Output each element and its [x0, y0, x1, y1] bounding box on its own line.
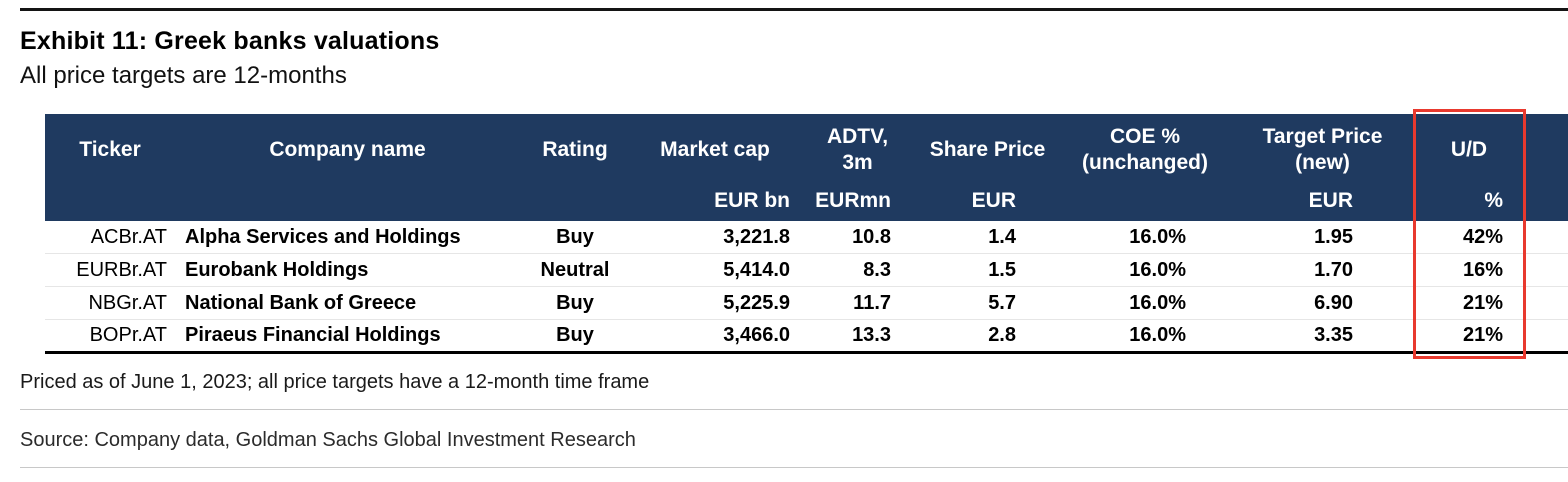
col-unit: EUR [971, 188, 1016, 212]
col-header-ticker: Ticker [45, 113, 175, 221]
cell-adtv: 8.3 [863, 258, 891, 281]
cell-target-price: 1.70 [1314, 258, 1353, 281]
cell-ticker: NBGr.AT [88, 291, 167, 314]
cell-rating: Buy [556, 291, 594, 314]
col-label: ADTV, 3m [826, 125, 889, 175]
cell-upside: 21% [1462, 324, 1503, 347]
col-header-rating: Rating [520, 113, 630, 221]
cell-share-price: 1.5 [988, 258, 1016, 281]
cell-target-price: 1.95 [1314, 225, 1353, 248]
cell-company: Alpha Services and Holdings [185, 225, 461, 248]
cell-rating: Buy [556, 225, 594, 248]
cell-ticker: EURBr.AT [76, 258, 167, 281]
cell-cutoff [1523, 320, 1568, 353]
cell-coe: 16.0% [1129, 324, 1186, 347]
cell-cutoff [1523, 221, 1568, 254]
col-unit [520, 187, 630, 221]
cell-company: Piraeus Financial Holdings [185, 324, 441, 347]
cell-market-cap: 3,466.0 [723, 324, 790, 347]
cell-market-cap: 5,414.0 [723, 258, 790, 281]
col-unit [175, 187, 520, 221]
cell-coe: 16.0% [1129, 225, 1186, 248]
col-header-target-price: Target Price (new) EUR [1230, 113, 1415, 221]
col-header-market-cap: Market cap EUR bn [630, 113, 800, 221]
table-row: EURBr.AT Eurobank Holdings Neutral 5,414… [45, 254, 1568, 287]
col-header-coe: COE % (unchanged) [1060, 113, 1230, 221]
cell-company: National Bank of Greece [185, 291, 417, 314]
col-unit: EUR bn [714, 188, 790, 212]
valuations-table-grid: Ticker Company name Rating Market cap EUR… [45, 113, 1568, 355]
table-row: ACBr.AT Alpha Services and Holdings Buy … [45, 221, 1568, 254]
col-unit: EURmn [815, 188, 891, 212]
cell-rating: Neutral [540, 258, 610, 281]
col-label: U/D [1450, 138, 1488, 162]
footnote-divider [20, 409, 1568, 411]
cell-coe: 16.0% [1129, 258, 1186, 281]
cell-ticker: BOPr.AT [89, 324, 167, 347]
table-row: BOPr.AT Piraeus Financial Holdings Buy 3… [45, 320, 1568, 353]
col-label: Market cap [660, 138, 770, 162]
col-label: Share Price [929, 138, 1046, 162]
cell-cutoff [1523, 254, 1568, 287]
col-header-upside-downside: U/D% [1415, 113, 1523, 221]
col-label: Target Price (new) [1262, 125, 1383, 175]
col-unit [45, 187, 175, 221]
table-row: NBGr.AT National Bank of Greece Buy 5,22… [45, 287, 1568, 320]
pricing-footnote: Priced as of June 1, 2023; all price tar… [20, 371, 650, 394]
col-header-share-price: Share Price EUR [915, 113, 1060, 221]
cell-adtv: 13.3 [852, 324, 891, 347]
cell-company: Eurobank Holdings [185, 258, 369, 281]
col-label: Company name [269, 138, 426, 162]
exhibit-subtitle: All price targets are 12-months [20, 61, 347, 89]
col-header-cutoff [1523, 113, 1568, 221]
cell-target-price: 3.35 [1314, 324, 1353, 347]
cell-upside: 16% [1462, 258, 1503, 281]
cell-share-price: 2.8 [988, 324, 1016, 347]
cell-adtv: 11.7 [853, 291, 891, 314]
top-divider [20, 8, 1568, 11]
cell-adtv: 10.8 [852, 225, 891, 248]
valuations-table: Ticker Company name Rating Market cap EUR… [45, 108, 1568, 360]
col-label: COE % (unchanged) [1082, 125, 1208, 175]
col-label: Rating [542, 138, 608, 162]
col-header-company-name: Company name [175, 113, 520, 221]
cell-share-price: 5.7 [988, 291, 1016, 314]
cell-share-price: 1.4 [988, 225, 1016, 248]
cell-ticker: ACBr.AT [90, 225, 167, 248]
cell-cutoff [1523, 287, 1568, 320]
cell-upside: 42% [1462, 225, 1503, 248]
col-label: Ticker [79, 138, 141, 162]
col-header-adtv: ADTV, 3m EURmn [800, 113, 915, 221]
bottom-divider [20, 467, 1568, 469]
cell-market-cap: 5,225.9 [723, 291, 790, 314]
source-attribution: Source: Company data, Goldman Sachs Glob… [20, 429, 636, 452]
cell-market-cap: 3,221.8 [723, 225, 790, 248]
cell-coe: 16.0% [1129, 291, 1186, 314]
col-unit [1060, 187, 1230, 221]
col-unit: EUR [1308, 188, 1353, 212]
col-unit: % [1484, 188, 1503, 212]
cell-upside: 21% [1462, 291, 1503, 314]
exhibit-title: Exhibit 11: Greek banks valuations [20, 27, 440, 55]
cell-target-price: 6.90 [1314, 291, 1353, 314]
cell-rating: Buy [556, 324, 594, 347]
table-header-row: Ticker Company name Rating Market cap EUR… [45, 113, 1568, 221]
